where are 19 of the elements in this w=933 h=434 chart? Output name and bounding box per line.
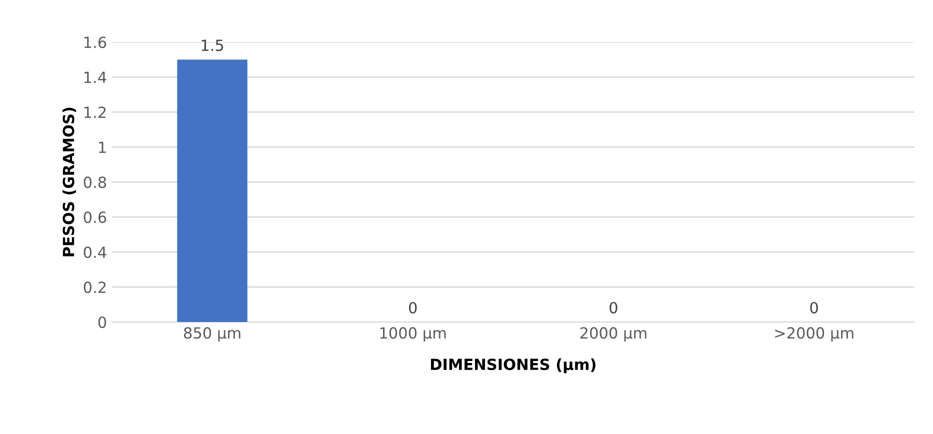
y-tick-label: 0.8 [84,176,106,188]
y-tick-label: 1.2 [84,106,106,118]
x-tick-label: 2000 µm [580,327,646,342]
y-tick-label: 0.6 [84,212,106,224]
data-label: 0 [810,302,818,314]
y-axis-title: PESOS (GRAMOS) [62,108,76,256]
y-tick-label: 0.2 [84,282,106,294]
x-tick-label: >2000 µm [775,327,854,342]
y-tick-label: 0.4 [84,246,106,258]
x-axis-title: DIMENSIONES (µm) [430,358,596,374]
y-tick-label: 1 [99,142,106,153]
x-tick-label: 850 µm [184,327,240,342]
data-label: 0 [409,302,417,314]
data-label: 1.5 [202,40,224,52]
x-tick-label: 1000 µm [380,327,446,342]
y-tick-label: 1.6 [84,36,106,48]
y-tick-label: 1.4 [84,72,106,83]
data-label: 0 [610,302,618,314]
y-tick-label: 0 [98,316,106,328]
